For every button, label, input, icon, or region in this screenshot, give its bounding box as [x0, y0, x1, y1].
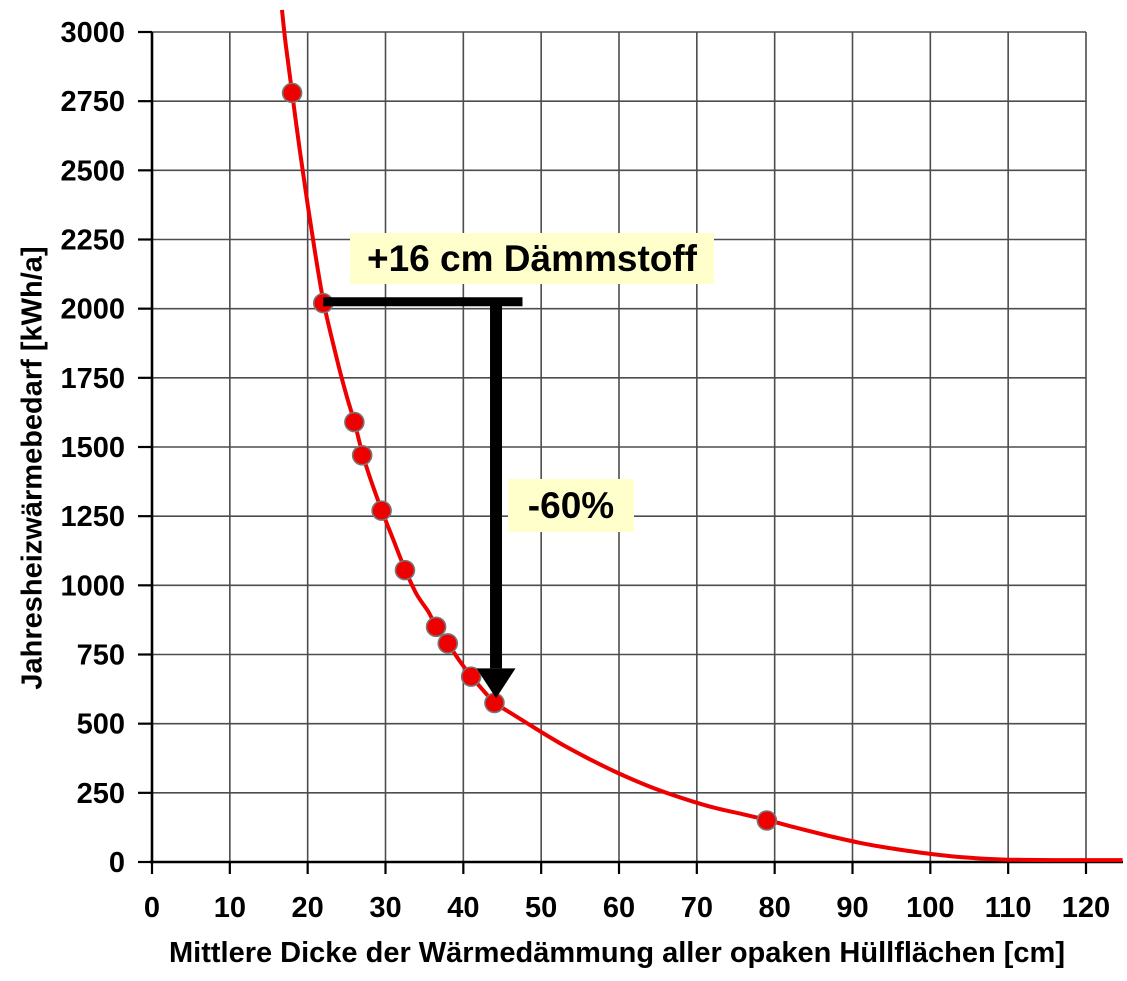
y-tick-label: 2750 [60, 86, 125, 118]
data-point [437, 633, 459, 654]
x-tick-label: 50 [525, 892, 557, 924]
y-tick-label: 1000 [60, 570, 125, 602]
y-tick-label: 1250 [60, 501, 125, 533]
x-tick-label: 80 [759, 892, 791, 924]
x-tick-label: 10 [214, 892, 246, 924]
y-tick-label: 0 [109, 847, 125, 879]
data-point [460, 666, 482, 687]
y-tick-label: 1500 [60, 432, 125, 464]
y-tick-label: 500 [77, 709, 125, 741]
x-tick-label: 0 [144, 892, 160, 924]
y-tick-label: 1750 [60, 363, 125, 395]
trend-curve [280, 9, 1123, 863]
x-tick-label: 90 [836, 892, 868, 924]
x-tick-label: 60 [603, 892, 635, 924]
annotation-arrow-head [476, 668, 516, 699]
x-axis-title: Mittlere Dicke der Wärmedämmung aller op… [168, 937, 1066, 969]
x-tick-label: 40 [447, 892, 479, 924]
x-tick-label: 110 [985, 892, 1032, 924]
y-tick-label: 2500 [60, 155, 125, 187]
y-axis-title: Jahresheizwärmebedarf [kWh/a] [16, 246, 49, 690]
x-tick-label: 30 [369, 892, 401, 924]
y-tick-label: 2250 [60, 225, 125, 257]
y-tick-label: 750 [77, 640, 125, 672]
y-tick-label: 3000 [60, 17, 125, 49]
data-point [394, 559, 416, 581]
data-point [344, 411, 365, 433]
data-point [425, 616, 447, 638]
x-tick-label: 70 [681, 892, 713, 924]
y-tick-label: 250 [77, 778, 125, 810]
data-point [484, 692, 505, 714]
annotation-reduction-label: -60% [508, 479, 634, 532]
x-tick-label: 120 [1062, 892, 1110, 924]
annotation-insulation-label: +16 cm Dämmstoff [350, 233, 714, 284]
data-point [281, 82, 303, 104]
data-point [351, 444, 373, 466]
x-tick-label: 100 [906, 892, 954, 924]
x-tick-label: 20 [292, 892, 324, 924]
data-point [371, 500, 392, 521]
y-tick-label: 2000 [60, 294, 125, 326]
data-point [756, 810, 778, 831]
